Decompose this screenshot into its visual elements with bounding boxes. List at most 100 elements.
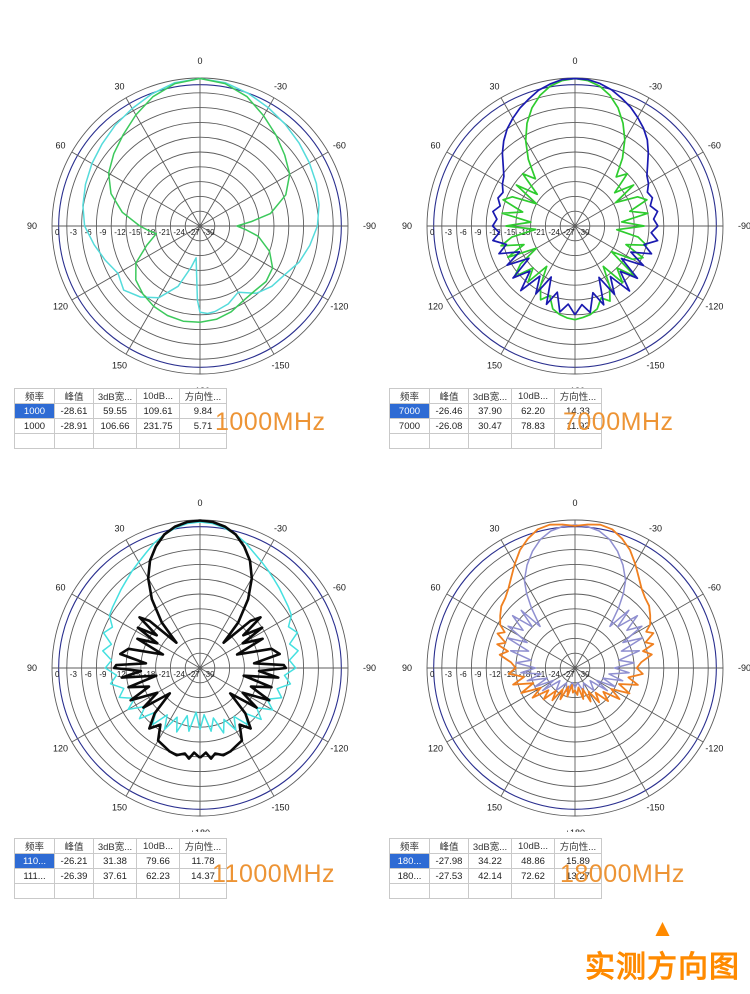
col-header: 10dB...: [136, 388, 180, 404]
table-row[interactable]: [14, 883, 227, 899]
cell: [554, 433, 602, 449]
polar-plot-7000mhz: 0306090120150±180-150-120-90-60-300-3-6-…: [402, 56, 750, 390]
freq-label-18000mhz: 18000MHz: [560, 860, 685, 888]
svg-text:120: 120: [428, 302, 443, 312]
svg-text:±180: ±180: [190, 828, 210, 832]
svg-text:-60: -60: [708, 141, 721, 151]
cell: [93, 433, 137, 449]
svg-text:-18: -18: [144, 670, 156, 679]
table-header-row: 频率 峰值 3dB宽... 10dB... 方向性...: [389, 388, 602, 404]
cell: 42.14: [468, 868, 512, 884]
col-header: 频率: [14, 838, 55, 854]
cell: 79.66: [136, 853, 180, 869]
svg-text:-30: -30: [649, 524, 662, 534]
table-row[interactable]: [389, 883, 602, 899]
svg-text:0: 0: [55, 670, 60, 679]
table-row[interactable]: [14, 433, 227, 449]
cell: [554, 883, 602, 899]
series-trace-1: [107, 77, 291, 323]
cell: 48.86: [511, 853, 555, 869]
table-row[interactable]: 7000 -26.46 37.90 62.20 14.33: [389, 403, 602, 419]
svg-text:-120: -120: [705, 744, 723, 754]
svg-text:-21: -21: [159, 670, 171, 679]
table-row[interactable]: 180... -27.98 34.22 48.86 15.89: [389, 853, 602, 869]
svg-text:-150: -150: [646, 360, 664, 370]
svg-text:-27: -27: [563, 228, 575, 237]
svg-text:-12: -12: [489, 670, 501, 679]
table-header-row: 频率 峰值 3dB宽... 10dB... 方向性...: [14, 838, 227, 854]
cell: 109.61: [136, 403, 180, 419]
svg-text:-30: -30: [578, 228, 590, 237]
cell: [179, 883, 227, 899]
col-header: 频率: [14, 388, 55, 404]
cell: 110...: [14, 853, 55, 869]
table-row[interactable]: 110... -26.21 31.38 79.66 11.78: [14, 853, 227, 869]
svg-text:-120: -120: [330, 302, 348, 312]
svg-text:-27: -27: [563, 670, 575, 679]
table-row[interactable]: 1000 -28.61 59.55 109.61 9.84: [14, 403, 227, 419]
svg-text:-15: -15: [504, 228, 516, 237]
svg-text:90: 90: [402, 663, 412, 673]
svg-text:60: 60: [431, 141, 441, 151]
svg-text:-30: -30: [203, 228, 215, 237]
col-header: 频率: [389, 388, 430, 404]
svg-text:-18: -18: [519, 670, 531, 679]
svg-text:-30: -30: [274, 82, 287, 92]
svg-text:-30: -30: [274, 524, 287, 534]
table-row[interactable]: 7000 -26.08 30.47 78.83 11.92: [389, 418, 602, 434]
cell: 34.22: [468, 853, 512, 869]
cell: 62.23: [136, 868, 180, 884]
svg-text:-9: -9: [474, 228, 482, 237]
cell: 7000: [389, 418, 430, 434]
measurement-table-11000mhz: 频率 峰值 3dB宽... 10dB... 方向性... 110... -26.21 31.3…: [14, 838, 227, 899]
svg-text:-3: -3: [70, 670, 78, 679]
svg-text:-30: -30: [578, 670, 590, 679]
svg-text:-12: -12: [114, 228, 126, 237]
table-row[interactable]: [389, 433, 602, 449]
svg-text:-27: -27: [188, 670, 200, 679]
svg-text:-24: -24: [173, 670, 185, 679]
cell: [54, 883, 94, 899]
col-header: 10dB...: [136, 838, 180, 854]
svg-text:-6: -6: [85, 670, 93, 679]
cell: [511, 883, 555, 899]
cell: 78.83: [511, 418, 555, 434]
col-header: 频率: [389, 838, 430, 854]
freq-label-1000mhz: 1000MHz: [215, 408, 326, 436]
cell: [429, 883, 469, 899]
cell: 72.62: [511, 868, 555, 884]
cell: 30.47: [468, 418, 512, 434]
svg-text:-21: -21: [159, 228, 171, 237]
svg-text:-90: -90: [363, 663, 376, 673]
svg-text:0: 0: [55, 228, 60, 237]
svg-text:-6: -6: [460, 670, 468, 679]
col-header: 方向性...: [554, 838, 602, 854]
polar-plot-18000mhz: 0306090120150±180-150-120-90-60-300-3-6-…: [402, 498, 750, 832]
cell: -27.98: [429, 853, 469, 869]
cell: -26.39: [54, 868, 94, 884]
svg-text:-120: -120: [330, 744, 348, 754]
svg-text:-15: -15: [129, 670, 141, 679]
col-header: 峰值: [54, 388, 94, 404]
cell: 180...: [389, 868, 430, 884]
col-header: 方向性...: [179, 388, 227, 404]
svg-text:-120: -120: [705, 302, 723, 312]
svg-text:120: 120: [53, 302, 68, 312]
series-trace-2: [102, 521, 299, 734]
measurement-table-7000mhz: 频率 峰值 3dB宽... 10dB... 方向性... 7000 -26.46 37.90 6…: [389, 388, 602, 449]
cell: [429, 433, 469, 449]
svg-text:±180: ±180: [565, 828, 585, 832]
cell: -26.21: [54, 853, 94, 869]
svg-text:120: 120: [53, 744, 68, 754]
svg-text:-60: -60: [708, 583, 721, 593]
table-row[interactable]: 111... -26.39 37.61 62.23 14.37: [14, 868, 227, 884]
svg-text:30: 30: [489, 82, 499, 92]
cell: [54, 433, 94, 449]
cell: -28.61: [54, 403, 94, 419]
svg-text:120: 120: [428, 744, 443, 754]
svg-text:-24: -24: [548, 670, 560, 679]
cell: [389, 883, 430, 899]
svg-text:-18: -18: [144, 228, 156, 237]
table-row[interactable]: 1000 -28.91 106.66 231.75 5.71: [14, 418, 227, 434]
